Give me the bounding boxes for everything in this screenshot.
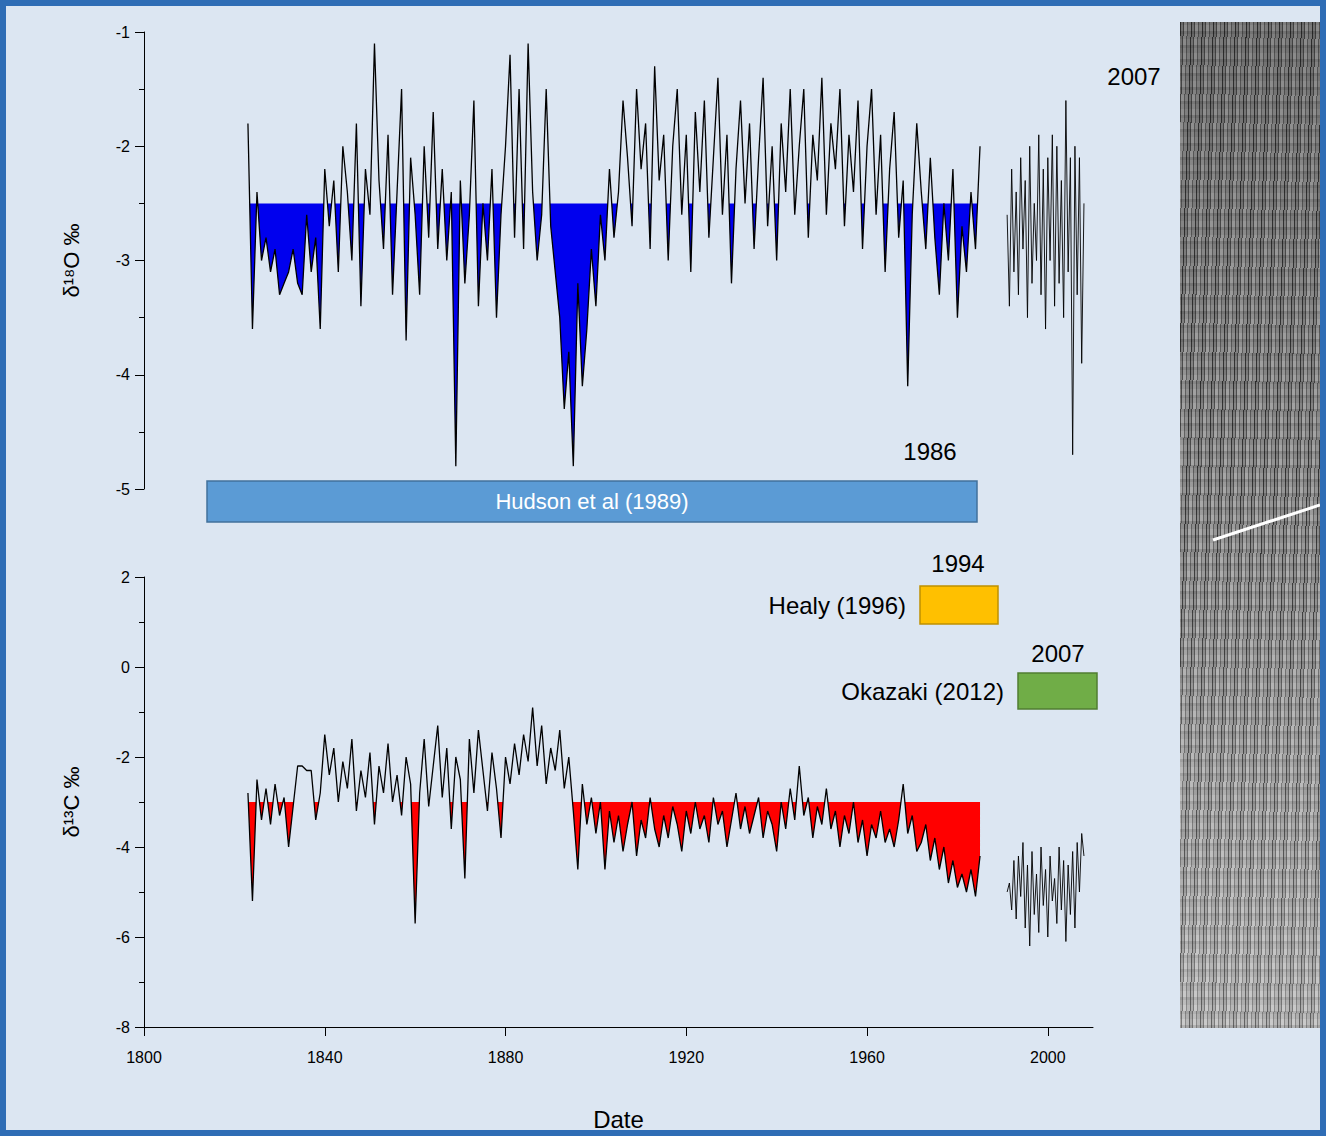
svg-text:1986: 1986 — [903, 438, 956, 465]
svg-text:-5: -5 — [116, 481, 130, 498]
svg-text:-2: -2 — [116, 749, 130, 766]
svg-text:1920: 1920 — [668, 1049, 704, 1066]
svg-text:2007: 2007 — [1031, 640, 1084, 667]
svg-text:1960: 1960 — [849, 1049, 885, 1066]
svg-text:-8: -8 — [116, 1019, 130, 1036]
svg-text:-3: -3 — [116, 252, 130, 269]
svg-text:2007: 2007 — [1107, 63, 1160, 90]
svg-text:2: 2 — [121, 569, 130, 586]
svg-text:δ¹⁸O ‰: δ¹⁸O ‰ — [59, 223, 84, 297]
svg-text:-2: -2 — [116, 138, 130, 155]
svg-text:Healy (1996): Healy (1996) — [769, 592, 906, 619]
svg-text:-4: -4 — [116, 366, 130, 383]
svg-text:Date: Date — [593, 1106, 644, 1133]
svg-text:0: 0 — [121, 659, 130, 676]
svg-text:1840: 1840 — [307, 1049, 343, 1066]
svg-text:1880: 1880 — [488, 1049, 524, 1066]
svg-text:-1: -1 — [116, 24, 130, 41]
svg-text:-4: -4 — [116, 839, 130, 856]
svg-text:2000: 2000 — [1030, 1049, 1066, 1066]
svg-text:Okazaki (2012): Okazaki (2012) — [841, 678, 1004, 705]
svg-text:1994: 1994 — [931, 550, 984, 577]
svg-text:δ¹³C ‰: δ¹³C ‰ — [59, 767, 84, 838]
svg-text:Hudson et al (1989): Hudson et al (1989) — [495, 489, 688, 514]
svg-text:-6: -6 — [116, 929, 130, 946]
svg-text:1800: 1800 — [126, 1049, 162, 1066]
